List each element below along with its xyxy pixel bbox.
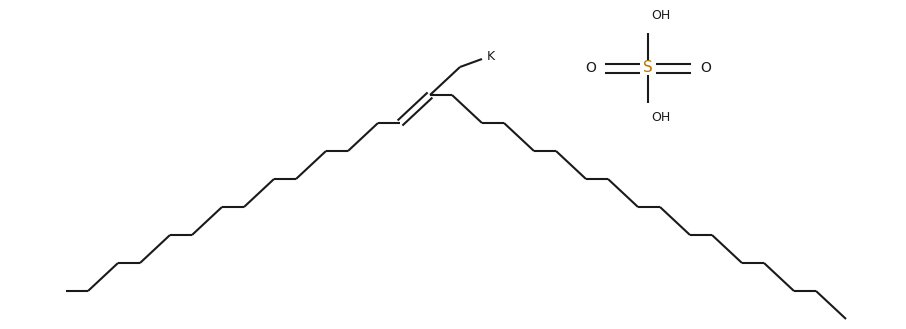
Text: OH: OH: [651, 9, 670, 22]
Text: OH: OH: [651, 111, 670, 124]
Text: K: K: [487, 50, 495, 63]
Text: O: O: [585, 61, 596, 75]
Text: O: O: [700, 61, 711, 75]
Text: S: S: [643, 61, 653, 75]
